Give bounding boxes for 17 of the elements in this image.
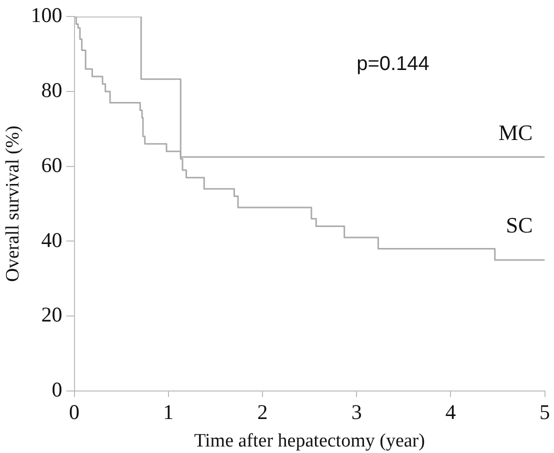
series-label: SC (506, 212, 533, 238)
x-tick-label: 1 (163, 400, 174, 424)
series-label: MC (498, 120, 533, 145)
y-tick-label: 20 (41, 302, 62, 327)
y-axis-title: Overall survival (%) (2, 126, 24, 282)
x-tick-label: 3 (351, 400, 362, 424)
x-axis-title: Time after hepatectomy (year) (194, 430, 425, 452)
y-tick-label: 80 (41, 78, 62, 102)
y-tick-label: 100 (30, 3, 62, 28)
x-tick-label: 5 (540, 400, 550, 424)
x-tick-label: 4 (445, 400, 456, 424)
x-tick-label: 0 (69, 400, 80, 424)
y-tick-label: 60 (41, 152, 62, 177)
y-tick-label: 0 (52, 378, 62, 402)
x-tick-label: 2 (257, 400, 268, 424)
y-tick-label: 40 (41, 228, 62, 252)
annotation: p=0.144 (356, 53, 430, 76)
